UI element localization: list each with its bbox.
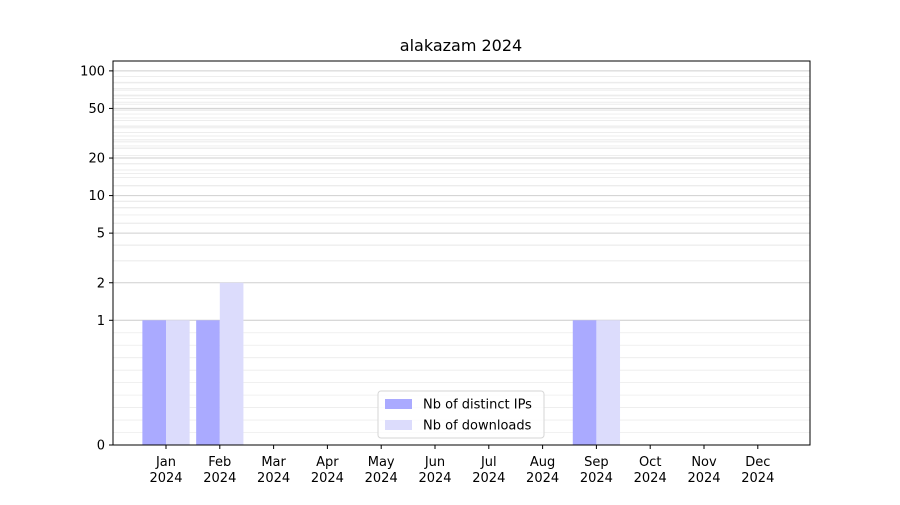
x-tick-label-year: 2024 xyxy=(526,471,559,486)
x-tick-label-month: May xyxy=(368,455,395,470)
y-tick-label: 2 xyxy=(97,276,105,291)
x-tick-label-year: 2024 xyxy=(580,471,613,486)
x-tick-label-month: Jul xyxy=(480,455,497,470)
x-tick-label-month: Jan xyxy=(155,455,176,470)
bar-distinct-ips-feb xyxy=(196,320,220,445)
legend: Nb of distinct IPs Nb of downloads xyxy=(377,390,545,439)
x-tick-label-year: 2024 xyxy=(687,471,720,486)
x-tick-label-year: 2024 xyxy=(149,471,182,486)
x-tick-label-year: 2024 xyxy=(203,471,236,486)
bar-downloads-feb xyxy=(219,282,244,445)
bar-downloads-jan xyxy=(166,320,190,445)
bar-distinct-ips-jan xyxy=(142,320,166,445)
bars xyxy=(142,282,621,445)
bar-distinct-ips-sep xyxy=(572,320,597,445)
x-tick-label-year: 2024 xyxy=(311,471,344,486)
y-tick-label: 100 xyxy=(80,64,105,79)
grid-lines xyxy=(113,70,810,446)
x-tick-label-month: Sep xyxy=(584,455,609,470)
x-tick-label-month: Aug xyxy=(530,455,555,470)
x-tick-label-month: Mar xyxy=(261,455,286,470)
plot-frame xyxy=(112,60,811,446)
legend-label: Nb of downloads xyxy=(423,419,532,434)
x-tick-label-month: Feb xyxy=(208,455,231,470)
bar-downloads-sep xyxy=(596,320,621,445)
x-tick-label-month: Oct xyxy=(639,455,661,470)
x-tick-label-year: 2024 xyxy=(418,471,451,486)
x-tick-label-month: Apr xyxy=(316,455,339,470)
legend-box xyxy=(377,390,545,439)
x-tick-label-year: 2024 xyxy=(741,471,774,486)
y-tick-label: 20 xyxy=(88,152,105,167)
y-tick-label: 0 xyxy=(97,439,105,454)
x-tick-label-year: 2024 xyxy=(472,471,505,486)
legend-swatch xyxy=(385,399,412,409)
y-tick-label: 50 xyxy=(88,102,105,117)
x-tick-label-year: 2024 xyxy=(634,471,667,486)
legend-swatch xyxy=(385,420,412,430)
x-tick-label-month: Jun xyxy=(424,455,445,470)
x-tick-label-month: Dec xyxy=(745,455,770,470)
y-tick-label: 10 xyxy=(88,189,105,204)
legend-label: Nb of distinct IPs xyxy=(423,398,532,413)
x-tick-label-year: 2024 xyxy=(365,471,398,486)
y-tick-label: 1 xyxy=(97,314,105,329)
y-tick-label: 5 xyxy=(97,227,105,242)
axes: 0125102050100Jan2024Feb2024Mar2024Apr202… xyxy=(80,60,811,486)
x-tick-label-month: Nov xyxy=(691,455,717,470)
chart-title: alakazam 2024 xyxy=(400,36,522,55)
x-tick-label-year: 2024 xyxy=(257,471,290,486)
